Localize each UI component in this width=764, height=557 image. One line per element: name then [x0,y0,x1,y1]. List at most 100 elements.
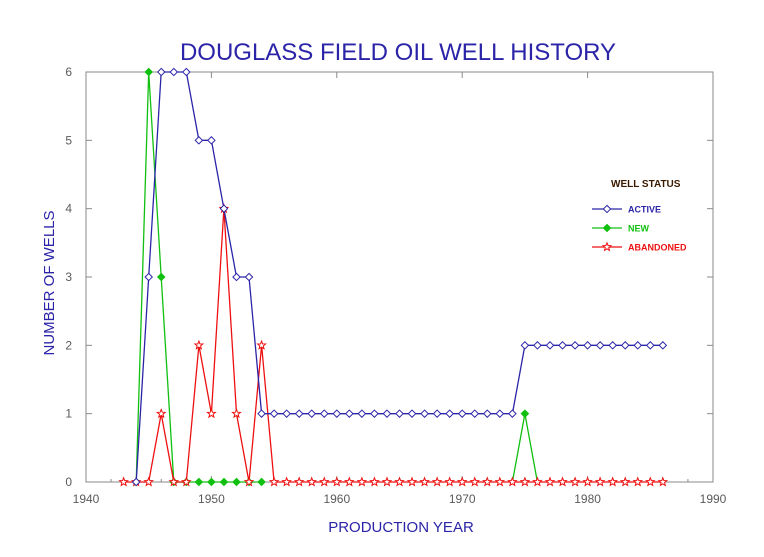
data-point [569,476,581,487]
data-point [143,476,154,487]
data-point [381,476,393,487]
data-point [632,476,644,487]
data-point [395,409,404,418]
data-point [118,476,129,487]
data-point [268,476,280,487]
data-point [633,341,643,350]
data-point [232,272,241,282]
data-point [507,476,518,487]
data-point [207,136,216,145]
data-point [407,409,417,418]
data-point [570,341,580,350]
data-point [156,272,166,282]
y-tick-label: 5 [65,133,72,147]
data-point [508,409,517,418]
data-point [520,409,530,418]
data-point [602,204,612,214]
legend-item-new: NEW [592,224,650,234]
data-point [445,409,454,418]
data-point [608,341,617,350]
data-point [557,476,568,487]
data-point [294,409,304,418]
data-point [193,339,205,350]
x-tick-label: 1990 [700,492,727,506]
data-point [583,341,592,350]
data-point [431,476,443,487]
data-point [144,272,154,282]
legend-title: WELL STATUS [611,179,681,190]
data-point [257,477,266,487]
data-point [594,476,606,487]
data-point [244,272,254,282]
data-point [370,409,379,418]
data-point [331,476,343,487]
axes [85,71,714,483]
data-point [206,408,217,419]
x-tick-label: 1960 [323,492,350,506]
x-tick-label: 1940 [73,492,100,506]
data-point [345,409,354,418]
data-point [144,67,154,77]
data-point [219,204,229,213]
data-point [456,476,468,487]
data-point [495,409,505,418]
data-point [231,408,242,419]
data-point [533,341,542,350]
data-point [444,476,455,487]
data-point [257,409,266,418]
y-tick-label: 3 [65,270,72,284]
data-point [607,476,618,487]
y-tick-label: 1 [65,407,72,421]
y-tick-label: 6 [65,65,72,79]
chart-title: DOUGLASS FIELD OIL WELL HISTORY [180,39,616,66]
data-point [256,339,267,350]
data-point [155,408,167,419]
data-point [482,476,493,487]
data-point [519,476,531,487]
data-point [645,476,656,487]
data-point [207,477,216,487]
data-point [657,476,669,487]
data-point [357,409,367,418]
series-layer [118,67,669,487]
data-point [293,476,305,487]
legend-label: ABANDONED [628,243,687,253]
data-point [332,409,342,418]
data-point [344,476,355,487]
data-point [306,476,317,487]
data-point [369,476,380,487]
x-axis-label: PRODUCTION YEAR [328,519,474,536]
data-point [470,409,480,418]
data-point [558,341,567,350]
y-tick-label: 4 [65,202,72,216]
data-point [620,341,630,350]
y-tick-label: 2 [65,338,72,352]
data-point [319,476,330,487]
legend-label: NEW [628,224,650,234]
data-point [194,136,204,145]
y-axis-label: NUMBER OF WELLS [41,210,58,355]
data-point [545,341,555,350]
data-point [602,223,612,233]
data-point [181,476,192,487]
series-line [511,413,539,483]
data-point [319,409,329,418]
data-point [307,409,317,418]
data-point [282,409,291,418]
data-point [269,409,279,418]
data-point [219,477,229,487]
data-point [582,476,593,487]
data-point [169,67,179,77]
series-active [131,67,668,487]
data-point [601,241,613,252]
legend-item-abandoned: ABANDONED [592,241,687,253]
data-point [469,476,480,487]
data-point [419,476,430,487]
tick-labels: 0 1 2 3 4 5 6 1940 1950 1960 1970 1980 1990 [65,65,726,506]
data-point [168,476,180,487]
legend-items: ACTIVE NEW ABANDONED [592,205,687,253]
data-point [243,476,255,487]
data-point [281,476,292,487]
x-tick-label: 1980 [574,492,601,506]
